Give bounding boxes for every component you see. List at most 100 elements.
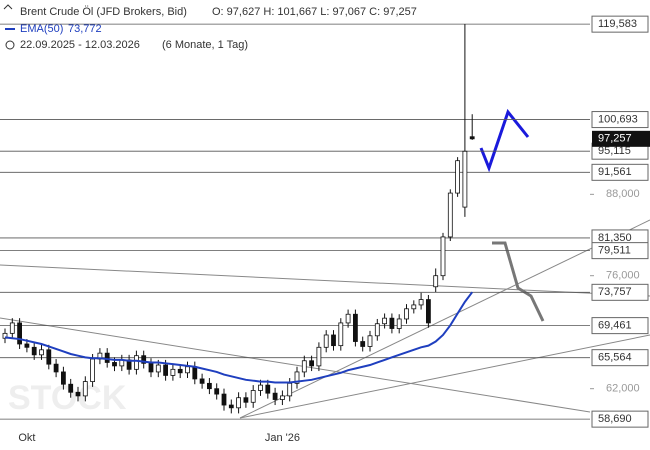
level-box bbox=[591, 242, 649, 260]
level-label: 100,693 bbox=[598, 113, 638, 125]
candle-body bbox=[323, 334, 329, 348]
level-label: 81,350 bbox=[598, 232, 632, 244]
candle-body bbox=[112, 362, 117, 367]
title: Brent Crude Öl (JFD Brokers, Bid) bbox=[20, 6, 187, 18]
candle-body bbox=[177, 368, 183, 374]
trend-lines bbox=[0, 219, 650, 419]
icon bbox=[3, 4, 13, 10]
date-range: 22.09.2025 - 12.03.2026 bbox=[20, 39, 140, 51]
candle-body bbox=[90, 358, 95, 382]
y-tick-label: 88,000 bbox=[606, 188, 640, 200]
last-price-box bbox=[592, 130, 650, 147]
candle-body bbox=[75, 391, 81, 397]
level-box bbox=[591, 111, 649, 129]
candle-body bbox=[374, 323, 380, 337]
candle-body bbox=[170, 368, 176, 376]
candle-body bbox=[469, 136, 475, 140]
candle-body bbox=[9, 322, 15, 334]
legend-swatch bbox=[5, 28, 15, 30]
candle-body bbox=[199, 378, 205, 384]
candle-body bbox=[192, 366, 198, 380]
candle-body bbox=[462, 150, 468, 208]
candle-body bbox=[418, 299, 424, 306]
level-box bbox=[591, 283, 649, 301]
level-label: 58,690 bbox=[598, 413, 632, 425]
trend-line bbox=[239, 334, 650, 419]
x-tick-label: Okt bbox=[18, 432, 35, 444]
candle-body bbox=[301, 360, 307, 373]
level-box bbox=[591, 163, 649, 181]
candle-body bbox=[258, 384, 263, 391]
candle-body bbox=[411, 304, 417, 310]
candle-body bbox=[24, 343, 30, 348]
last-price-label: 97,257 bbox=[598, 133, 632, 145]
candle-body bbox=[221, 393, 227, 406]
candle-body bbox=[31, 346, 37, 356]
level-label: 91,561 bbox=[598, 166, 632, 178]
candle-body bbox=[345, 313, 351, 324]
candle-body bbox=[433, 275, 439, 288]
ohlc: O: 97,627 H: 101,667 L: 97,067 C: 97,257 bbox=[212, 6, 417, 18]
trend-line bbox=[0, 317, 591, 413]
candle-body bbox=[53, 363, 59, 373]
candle-body bbox=[104, 352, 110, 363]
candle-body bbox=[61, 371, 66, 385]
candle-body bbox=[250, 390, 256, 403]
candle-body bbox=[82, 381, 88, 397]
legend-value: 73,772 bbox=[68, 23, 102, 35]
candle-body bbox=[455, 160, 461, 194]
candle-body bbox=[206, 382, 212, 390]
level-box bbox=[591, 317, 649, 335]
candle-body bbox=[46, 349, 52, 365]
candle-body bbox=[331, 334, 336, 347]
x-tick-label: Jan '26 bbox=[265, 432, 300, 444]
forecast-arrow bbox=[492, 241, 545, 322]
candle-body bbox=[440, 236, 446, 277]
candle-body bbox=[163, 364, 169, 376]
candle-body bbox=[141, 355, 147, 364]
candle-body bbox=[367, 335, 373, 347]
candle-body bbox=[382, 317, 388, 325]
forecast-arrow bbox=[479, 108, 530, 173]
candle-body bbox=[155, 364, 161, 373]
candle-body bbox=[148, 362, 154, 373]
icon bbox=[5, 40, 15, 50]
candle-body bbox=[352, 313, 358, 342]
candle-body bbox=[360, 341, 366, 347]
level-label: 119,583 bbox=[598, 18, 637, 30]
candle-body bbox=[214, 388, 220, 395]
candle-body bbox=[68, 383, 74, 393]
watermark: STOCK bbox=[8, 379, 127, 417]
candle-body bbox=[236, 397, 242, 409]
period: (6 Monate, 1 Tag) bbox=[162, 39, 248, 51]
candle-body bbox=[309, 360, 315, 367]
candle-body bbox=[185, 366, 190, 374]
level-label: 79,511 bbox=[598, 245, 631, 257]
candle-body bbox=[265, 384, 271, 394]
level-label: 65,564 bbox=[598, 352, 632, 364]
level-box bbox=[591, 15, 649, 33]
candle-body bbox=[294, 371, 300, 384]
level-label: 69,461 bbox=[598, 320, 632, 332]
candle-body bbox=[133, 355, 139, 370]
candle-body bbox=[396, 318, 402, 329]
trend-line bbox=[239, 219, 650, 419]
candle-body bbox=[279, 395, 285, 400]
candle-body bbox=[316, 346, 322, 367]
level-label: 95,115 bbox=[598, 145, 631, 157]
ema-line bbox=[4, 291, 473, 384]
y-tick-label: 62,000 bbox=[606, 383, 640, 395]
candle-body bbox=[338, 322, 344, 347]
candle-body bbox=[243, 397, 249, 403]
candle-body bbox=[17, 322, 23, 345]
candle-body bbox=[447, 192, 453, 238]
legend-label: EMA(50) bbox=[20, 23, 63, 35]
level-box bbox=[591, 410, 649, 428]
candle-body bbox=[425, 299, 431, 324]
candle-body bbox=[228, 404, 234, 409]
level-box bbox=[591, 349, 649, 367]
candle-body bbox=[272, 392, 278, 400]
candle-body bbox=[287, 382, 293, 397]
